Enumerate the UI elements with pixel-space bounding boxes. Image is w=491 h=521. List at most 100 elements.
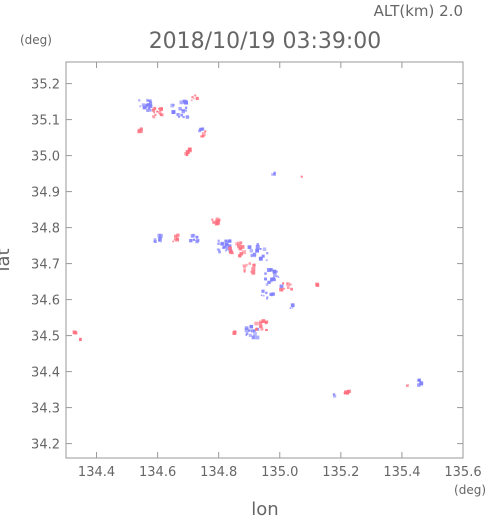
data-marks	[72, 94, 424, 398]
y-tick-label: 34.8	[31, 222, 60, 237]
echo-point	[251, 335, 256, 340]
echo-point	[224, 249, 227, 252]
echo-point	[172, 240, 174, 243]
echo-point	[239, 247, 243, 251]
echo-point	[158, 107, 160, 110]
plot-frame	[65, 61, 464, 459]
echo-point	[74, 331, 78, 335]
echo-point	[215, 221, 220, 226]
echo-point	[146, 108, 150, 112]
echo-point	[259, 320, 263, 324]
echo-point	[271, 173, 274, 176]
echo-point	[271, 292, 275, 296]
echo-point	[181, 109, 183, 111]
x-tick-label: 135.2	[322, 465, 359, 480]
echo-point	[255, 335, 260, 340]
echo-point	[248, 329, 251, 332]
echo-point	[248, 262, 252, 265]
echo-point	[215, 219, 219, 223]
echo-point	[346, 390, 350, 394]
echo-point	[291, 307, 294, 309]
echo-point	[264, 322, 267, 325]
echo-point	[224, 239, 228, 243]
echo-point	[255, 249, 258, 252]
echo-point	[184, 152, 188, 156]
echo-point	[199, 127, 203, 131]
echo-point	[419, 381, 424, 386]
echo-point	[244, 326, 249, 330]
echo-point	[217, 218, 221, 222]
echo-point	[224, 242, 229, 247]
echo-point	[260, 327, 264, 331]
echo-point	[286, 282, 290, 287]
echo-point	[251, 270, 256, 275]
echo-point	[176, 233, 180, 237]
echo-point	[211, 218, 214, 221]
echo-point	[201, 135, 204, 138]
echo-point	[249, 324, 254, 329]
echo-point	[245, 332, 249, 335]
echo-point	[260, 294, 263, 297]
echo-point	[237, 243, 241, 248]
echo-point	[252, 252, 257, 257]
echo-point	[343, 391, 347, 395]
echo-point	[264, 320, 269, 324]
echo-point	[265, 259, 268, 262]
echo-point	[146, 103, 151, 107]
echo-point	[160, 240, 162, 243]
echo-point	[253, 332, 257, 336]
y-tick-label: 34.3	[31, 402, 60, 417]
echo-point	[262, 247, 267, 251]
echo-point	[237, 246, 241, 250]
echo-point	[300, 175, 303, 178]
echo-point	[175, 240, 177, 242]
echo-point	[315, 282, 319, 287]
echo-point	[158, 237, 162, 241]
y-tick-label: 34.6	[31, 294, 60, 309]
echo-point	[148, 106, 151, 110]
echo-point	[259, 324, 263, 329]
echo-point	[406, 384, 410, 387]
echo-point	[227, 244, 232, 248]
echo-point	[265, 283, 269, 286]
echo-point	[242, 250, 247, 255]
echo-point	[265, 291, 268, 295]
echo-point	[201, 132, 206, 137]
echo-point	[265, 297, 268, 300]
echo-point	[179, 100, 184, 105]
echo-point	[139, 105, 142, 108]
echo-point	[254, 321, 259, 326]
echo-point	[153, 238, 157, 241]
echo-point	[192, 238, 196, 241]
echo-point	[242, 264, 246, 267]
echo-point	[273, 173, 276, 176]
y-tick-label: 34.2	[31, 438, 60, 453]
echo-point	[229, 250, 233, 254]
echo-point	[229, 240, 232, 243]
echo-point	[245, 263, 248, 267]
echo-point	[262, 294, 265, 297]
echo-point	[183, 99, 187, 104]
echo-point	[238, 254, 242, 258]
x-tick-label: 134.6	[139, 465, 176, 480]
echo-point	[417, 383, 421, 387]
echo-point	[250, 253, 254, 258]
echo-point	[250, 329, 255, 333]
x-tick-label: 135.0	[261, 465, 298, 480]
echo-point	[189, 238, 193, 243]
echo-point	[332, 393, 336, 396]
echo-point	[264, 272, 267, 275]
echo-point	[220, 241, 225, 246]
echo-point	[153, 106, 157, 110]
echo-point	[255, 328, 258, 331]
echo-point	[195, 96, 199, 101]
echo-point	[180, 113, 184, 117]
x-tick-label: 135.4	[383, 465, 420, 480]
echo-point	[185, 115, 190, 119]
echo-point	[258, 256, 263, 261]
echo-point	[248, 333, 252, 337]
echo-point	[139, 127, 143, 131]
y-unit-label: (deg)	[20, 33, 52, 47]
echo-point	[281, 287, 284, 291]
